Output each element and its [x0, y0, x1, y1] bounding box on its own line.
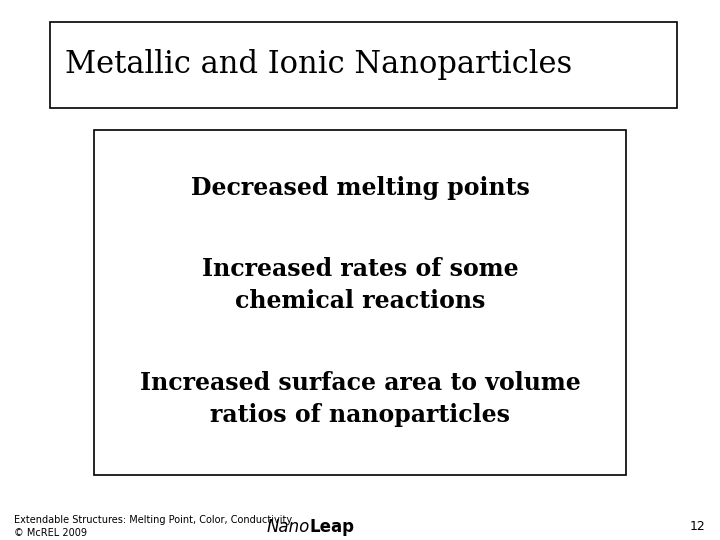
- Text: Increased rates of some
chemical reactions: Increased rates of some chemical reactio…: [202, 258, 518, 313]
- Text: Leap: Leap: [310, 517, 355, 536]
- Text: Metallic and Ionic Nanoparticles: Metallic and Ionic Nanoparticles: [65, 49, 572, 80]
- Text: Decreased melting points: Decreased melting points: [191, 177, 529, 200]
- Text: Nano: Nano: [266, 517, 310, 536]
- FancyBboxPatch shape: [50, 22, 677, 108]
- Text: 12: 12: [690, 520, 706, 533]
- FancyBboxPatch shape: [94, 130, 626, 475]
- Text: Increased surface area to volume
ratios of nanoparticles: Increased surface area to volume ratios …: [140, 372, 580, 427]
- Text: Extendable Structures: Melting Point, Color, Conductivity
© McREL 2009: Extendable Structures: Melting Point, Co…: [14, 515, 292, 538]
